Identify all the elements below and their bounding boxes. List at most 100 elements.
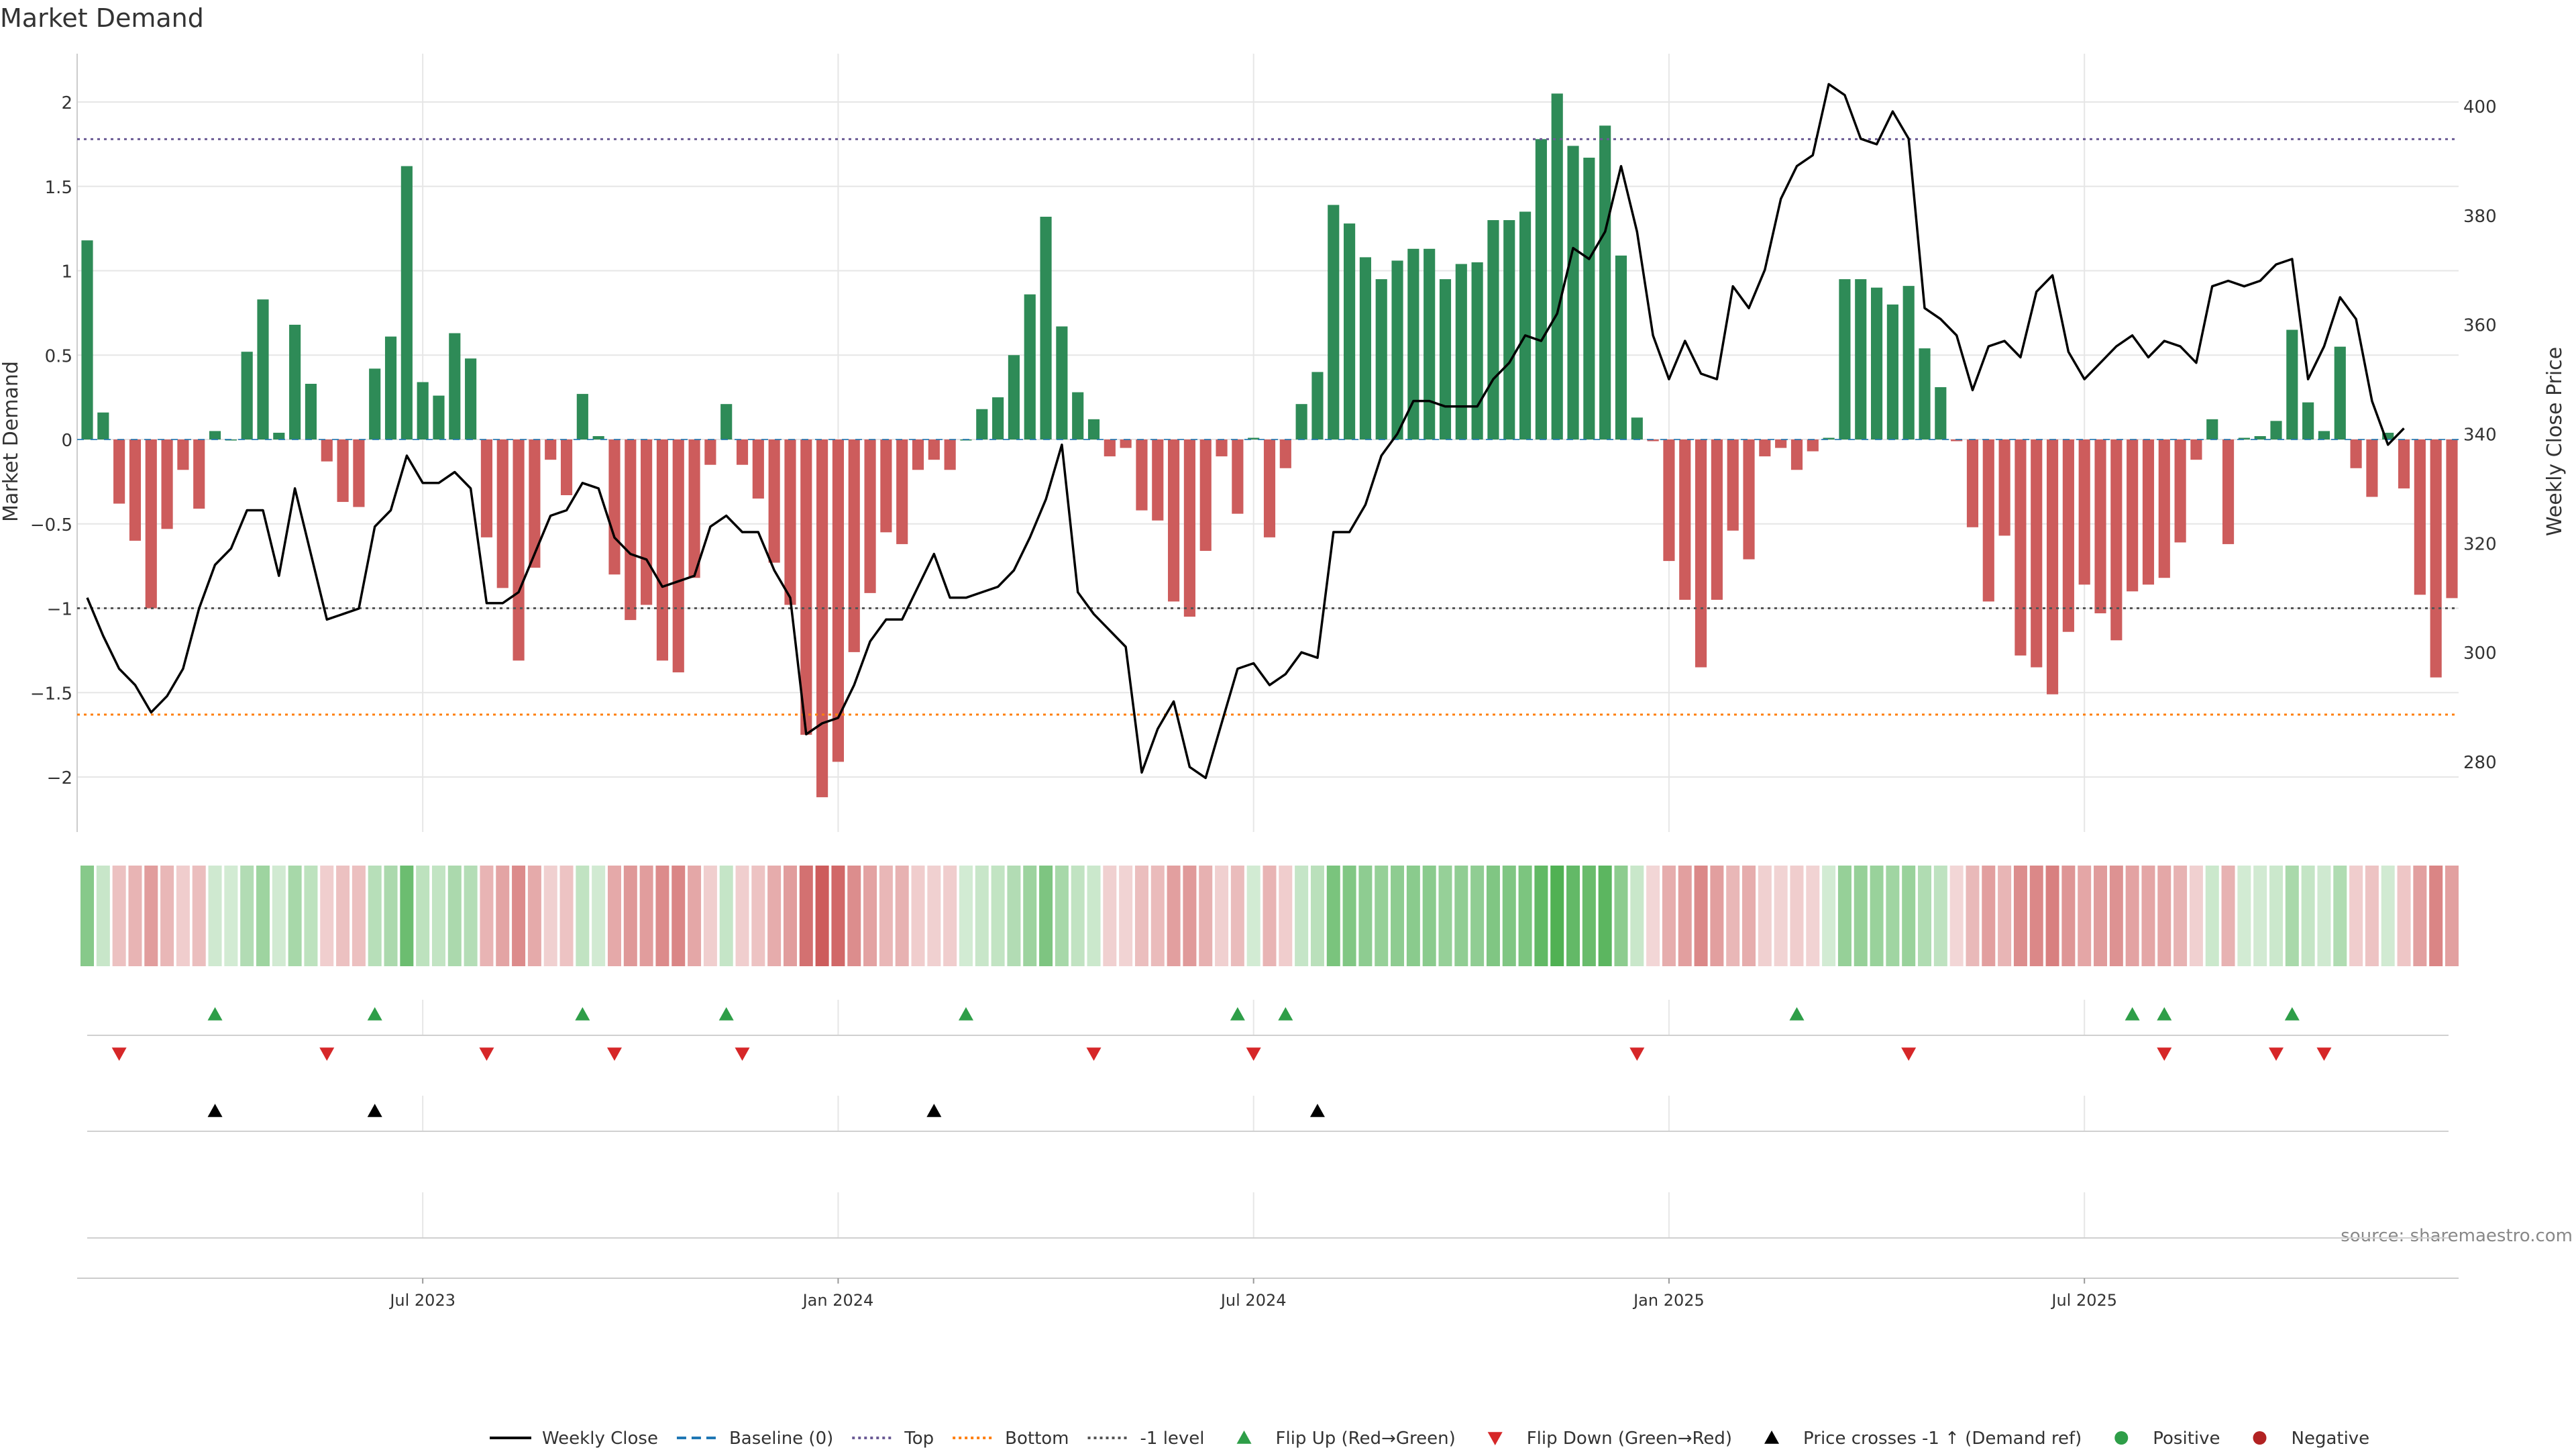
demand-bar — [1966, 439, 1979, 527]
heat-cell — [543, 866, 557, 966]
heat-cell — [1774, 866, 1788, 966]
demand-bar — [1232, 439, 1244, 514]
x-axis: Jul 2023 Jan 2024 Jul 2024 Jan 2025 Jul 2025 — [77, 1278, 2459, 1310]
heat-cell — [975, 866, 989, 966]
heat-cell — [368, 866, 382, 966]
heat-cell — [1134, 866, 1148, 966]
heat-cell — [1167, 866, 1181, 966]
demand-bar — [2142, 439, 2155, 585]
demand-bar — [1199, 439, 1212, 551]
heat-cell — [1933, 866, 1947, 966]
demand-bar — [1407, 248, 1419, 439]
heat-cell — [2205, 866, 2219, 966]
heat-cell — [1246, 866, 1260, 966]
flip-down-marker — [479, 1047, 494, 1061]
weekly-close-line — [86, 83, 2405, 780]
heat-cell — [1103, 866, 1117, 966]
demand-bar — [1743, 439, 1755, 560]
heat-cell — [1982, 866, 1996, 966]
legend-label: -1 level — [1140, 1429, 1205, 1449]
heat-cell — [911, 866, 925, 966]
x-tick-label: Jul 2023 — [388, 1291, 455, 1310]
legend-item: Top — [852, 1429, 934, 1449]
heat-cell — [2445, 866, 2459, 966]
heat-cell — [2365, 866, 2379, 966]
price-cross-marker — [367, 1104, 382, 1117]
heat-cell — [224, 866, 238, 966]
demand-bar — [2446, 439, 2458, 599]
demand-bar — [81, 240, 93, 439]
heat-cell — [1822, 866, 1836, 966]
heat-cell — [1550, 866, 1564, 966]
demand-bar — [1087, 419, 1100, 439]
y-tick-right: 320 — [2463, 534, 2497, 554]
demand-bar — [608, 439, 621, 575]
demand-bar — [417, 382, 429, 439]
demand-bar — [337, 439, 349, 503]
demand-bar — [2350, 439, 2362, 468]
heat-cell — [2125, 866, 2139, 966]
legend-label: Flip Up (Red→Green) — [1276, 1429, 1456, 1449]
demand-bar — [1503, 220, 1515, 439]
heat-cell — [144, 866, 158, 966]
legend-item: Flip Down (Green→Red) — [1487, 1429, 1732, 1449]
demand-bar — [2222, 439, 2235, 544]
demand-bar — [2094, 439, 2106, 614]
heat-cell — [1279, 866, 1293, 966]
heat-cell — [1662, 866, 1676, 966]
demand-bar — [129, 439, 142, 541]
heat-cell — [959, 866, 973, 966]
heat-cell — [863, 866, 877, 966]
demand-bar — [465, 358, 477, 439]
main-plot: −2 −1.5 −1 −0.5 0 0.5 1 1.5 2 280 300 320 340 360 380 4… — [30, 54, 2497, 832]
heat-cell — [128, 866, 142, 966]
demand-bar — [1328, 205, 1340, 439]
y-tick-right: 380 — [2463, 207, 2497, 227]
heat-cell — [447, 866, 462, 966]
heat-cell — [2333, 866, 2347, 966]
legend-item: Negative — [2253, 1429, 2370, 1449]
demand-bar — [1919, 348, 1931, 439]
legend-label: Negative — [2292, 1429, 2370, 1449]
heat-cell — [2381, 866, 2395, 966]
demand-bar — [880, 439, 892, 533]
heat-cell — [304, 866, 318, 966]
demand-bar — [1631, 417, 1643, 439]
legend-swatch — [1764, 1431, 1780, 1444]
y-axis-label-right: Weekly Close Price — [2543, 347, 2567, 536]
heat-cell — [1470, 866, 1485, 966]
heat-cell — [1949, 866, 1964, 966]
flip-up-marker — [367, 1007, 382, 1021]
demand-bar — [480, 439, 493, 537]
price-cross-marker — [1309, 1104, 1325, 1117]
heat-cell — [592, 866, 606, 966]
heat-cell — [1230, 866, 1244, 966]
heat-cell — [1295, 866, 1309, 966]
demand-bar — [2174, 439, 2186, 543]
heat-cell — [464, 866, 478, 966]
price-cross-marker — [207, 1104, 223, 1117]
demand-bar — [1279, 439, 1291, 468]
demand-bar — [209, 431, 221, 439]
demand-bar — [2382, 432, 2394, 439]
legend-item: Baseline (0) — [676, 1429, 833, 1449]
legend-item: Positive — [2114, 1429, 2220, 1449]
demand-bar — [1807, 439, 1819, 452]
flip-up-marker — [575, 1007, 590, 1021]
demand-bar — [736, 439, 749, 465]
demand-bar — [2318, 431, 2330, 439]
legend-item: Flip Up (Red→Green) — [1236, 1429, 1456, 1449]
legend-swatch — [2253, 1431, 2267, 1445]
heat-cell — [1199, 866, 1213, 966]
flip-down-marker — [111, 1047, 127, 1061]
heat-cell — [2078, 866, 2092, 966]
flip-up-marker — [718, 1007, 734, 1021]
demand-bar — [944, 439, 956, 470]
demand-bar — [449, 333, 461, 439]
flip-down-marker — [2157, 1047, 2172, 1061]
demand-bar — [864, 439, 876, 593]
demand-bar — [1855, 279, 1867, 439]
heat-cell — [240, 866, 254, 966]
demand-bar — [1567, 146, 1579, 439]
demand-bar — [2334, 346, 2346, 439]
